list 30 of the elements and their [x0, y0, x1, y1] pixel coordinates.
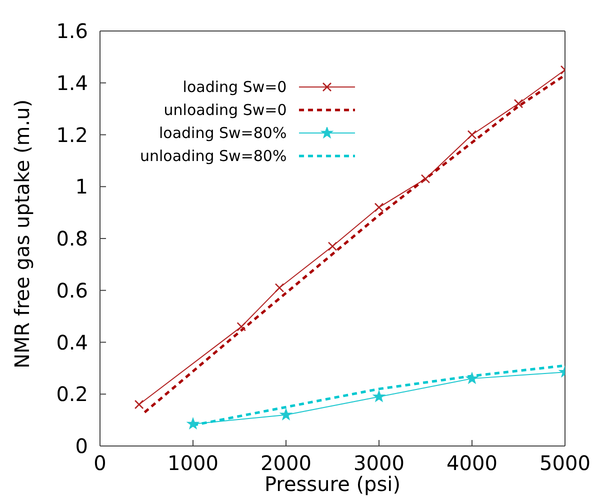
y-tick-label: 1.6: [56, 19, 88, 44]
y-tick-label: 0.8: [56, 226, 88, 251]
point: [134, 400, 144, 410]
point: [466, 372, 478, 384]
point: [374, 202, 384, 212]
x-tick-label: 0: [94, 451, 106, 476]
point: [328, 242, 338, 251]
y-tick-label: 1.4: [56, 70, 88, 95]
legend-label: loading Sw=0: [182, 78, 287, 96]
y-tick-label: 0: [75, 434, 88, 458]
legend-label: unloading Sw=80%: [140, 146, 287, 164]
y-tick-label: 0.6: [56, 278, 88, 302]
legend-label: unloading Sw=0: [164, 100, 287, 118]
legend-label: loading Sw=80%: [159, 124, 287, 142]
point: [188, 418, 198, 429]
point: [236, 322, 246, 332]
point: [280, 409, 292, 420]
point: [467, 130, 477, 140]
point: [374, 391, 384, 402]
y-axis-title: NMR free gas uptake (m.u): [10, 99, 34, 368]
x-tick-label: 4000: [446, 451, 498, 476]
y-tick-label: 1: [75, 174, 88, 199]
x-tick-label: 1000: [168, 451, 218, 476]
y-tick-label: 0.4: [56, 330, 88, 354]
point: [274, 283, 284, 292]
x-tick-label: 5000: [540, 451, 590, 476]
y-tick-label: 0.2: [56, 382, 88, 406]
y-tick-label: 1.2: [56, 122, 88, 147]
point: [420, 174, 430, 184]
point: [514, 98, 524, 108]
